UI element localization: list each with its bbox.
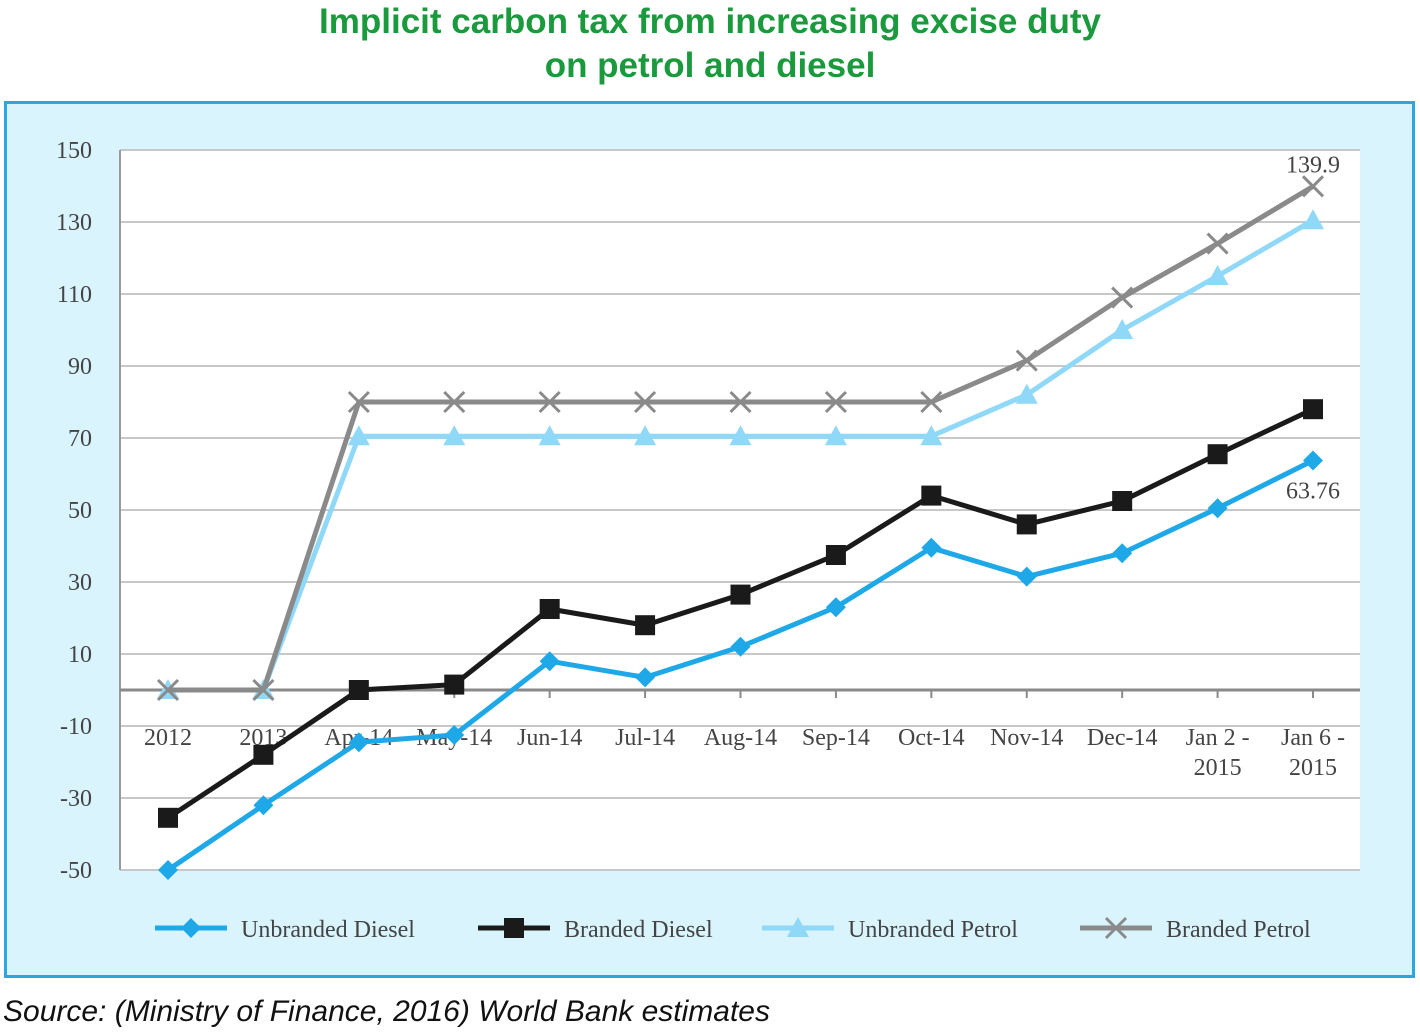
y-tick-label: -50	[60, 858, 92, 884]
data-point-branded-diesel	[1016, 514, 1037, 535]
x-tick-label: Jan 2 -	[1186, 725, 1250, 751]
y-tick-label: 50	[68, 498, 92, 524]
x-tick-label: Jan 6 -	[1281, 725, 1345, 751]
x-tick-label: Sep-14	[802, 725, 870, 751]
data-point-unbranded-diesel	[1016, 566, 1037, 587]
data-point-branded-petrol	[920, 390, 943, 414]
y-tick-label: 150	[56, 138, 92, 164]
y-tick-label: 110	[57, 282, 92, 308]
legend-marker-branded-petrol	[1104, 916, 1128, 940]
x-tick-label: Nov-14	[990, 725, 1063, 751]
legend-label-unbranded-diesel: Unbranded Diesel	[241, 917, 415, 943]
data-point-branded-petrol	[1015, 349, 1038, 372]
data-point-unbranded-diesel	[158, 860, 178, 880]
data-point-branded-petrol	[729, 390, 752, 414]
data-point-branded-diesel	[444, 674, 465, 695]
data-point-unbranded-diesel	[1207, 498, 1228, 519]
y-tick-label: 130	[56, 210, 92, 236]
x-tick-label: 2012	[144, 725, 192, 751]
data-point-branded-diesel	[158, 807, 178, 828]
data-point-unbranded-diesel	[825, 597, 846, 618]
data-point-branded-petrol	[443, 390, 466, 414]
data-point-unbranded-petrol	[538, 425, 561, 446]
data-point-branded-diesel	[730, 584, 751, 605]
data-point-unbranded-petrol	[1111, 319, 1134, 339]
data-point-unbranded-petrol	[1206, 265, 1229, 285]
data-point-branded-diesel	[348, 680, 369, 700]
y-tick-label: 10	[68, 642, 92, 668]
data-point-unbranded-petrol	[347, 425, 370, 446]
data-point-branded-diesel	[635, 615, 656, 636]
y-tick-label: 30	[68, 570, 92, 596]
x-tick-label: Dec-14	[1087, 725, 1158, 751]
chart-title-line-2: on petrol and diesel	[544, 46, 876, 85]
data-point-branded-diesel	[1207, 444, 1228, 465]
data-point-unbranded-petrol	[729, 425, 752, 446]
y-tick-label: 70	[68, 426, 92, 452]
legend-marker-unbranded-petrol	[787, 917, 809, 937]
x-tick-label: 2015	[1194, 755, 1242, 781]
data-point-unbranded-diesel	[921, 537, 942, 558]
legend-label-branded-petrol: Branded Petrol	[1166, 917, 1311, 943]
data-point-unbranded-diesel	[1112, 543, 1133, 564]
y-tick-label: 90	[68, 354, 92, 380]
data-point-unbranded-diesel	[539, 651, 560, 672]
data-point-unbranded-diesel	[253, 795, 274, 816]
data-point-unbranded-diesel	[730, 636, 751, 657]
data-label: 63.76	[1286, 478, 1340, 504]
data-point-unbranded-diesel	[444, 725, 465, 745]
data-point-unbranded-petrol	[443, 425, 466, 446]
chart-title-line-1: Implicit carbon tax from increasing exci…	[319, 2, 1101, 41]
data-point-branded-diesel	[1112, 491, 1133, 511]
x-tick-label: Aug-14	[704, 725, 777, 751]
data-point-unbranded-diesel	[1303, 450, 1323, 471]
x-tick-label: 2015	[1289, 755, 1337, 781]
data-point-branded-diesel	[921, 485, 942, 506]
data-point-branded-diesel	[1303, 399, 1323, 420]
legend-marker-unbranded-diesel	[181, 918, 201, 938]
y-tick-label: -10	[60, 714, 92, 740]
data-point-branded-diesel	[539, 599, 560, 619]
data-point-branded-diesel	[253, 744, 274, 765]
x-tick-label: Oct-14	[898, 725, 965, 751]
data-point-branded-petrol	[634, 390, 657, 414]
data-point-unbranded-petrol	[634, 425, 657, 446]
data-point-branded-petrol	[1206, 232, 1229, 255]
data-point-unbranded-diesel	[348, 732, 369, 753]
chart-title: Implicit carbon tax from increasing exci…	[0, 0, 1420, 88]
data-point-branded-petrol	[252, 678, 275, 702]
legend-label-branded-diesel: Branded Diesel	[564, 917, 713, 943]
source-note: Source: (Ministry of Finance, 2016) Worl…	[3, 995, 770, 1028]
x-tick-label: Jun-14	[517, 725, 582, 751]
data-point-branded-petrol	[156, 678, 180, 702]
data-point-branded-petrol	[538, 390, 561, 414]
data-point-unbranded-petrol	[1302, 209, 1324, 230]
data-point-branded-petrol	[1301, 175, 1325, 198]
data-point-unbranded-petrol	[1015, 383, 1038, 404]
x-tick-label: Jul-14	[615, 725, 675, 751]
data-point-branded-petrol	[347, 390, 370, 414]
data-point-unbranded-petrol	[824, 425, 847, 446]
data-point-branded-petrol	[1111, 286, 1134, 309]
data-label: 139.9	[1286, 152, 1340, 178]
data-point-branded-petrol	[824, 390, 847, 414]
data-point-unbranded-diesel	[635, 667, 656, 688]
data-point-unbranded-petrol	[920, 425, 943, 446]
legend-marker-branded-diesel	[504, 918, 524, 938]
legend-label-unbranded-petrol: Unbranded Petrol	[848, 917, 1018, 943]
y-tick-label: -30	[60, 786, 92, 812]
data-point-branded-diesel	[825, 545, 846, 565]
